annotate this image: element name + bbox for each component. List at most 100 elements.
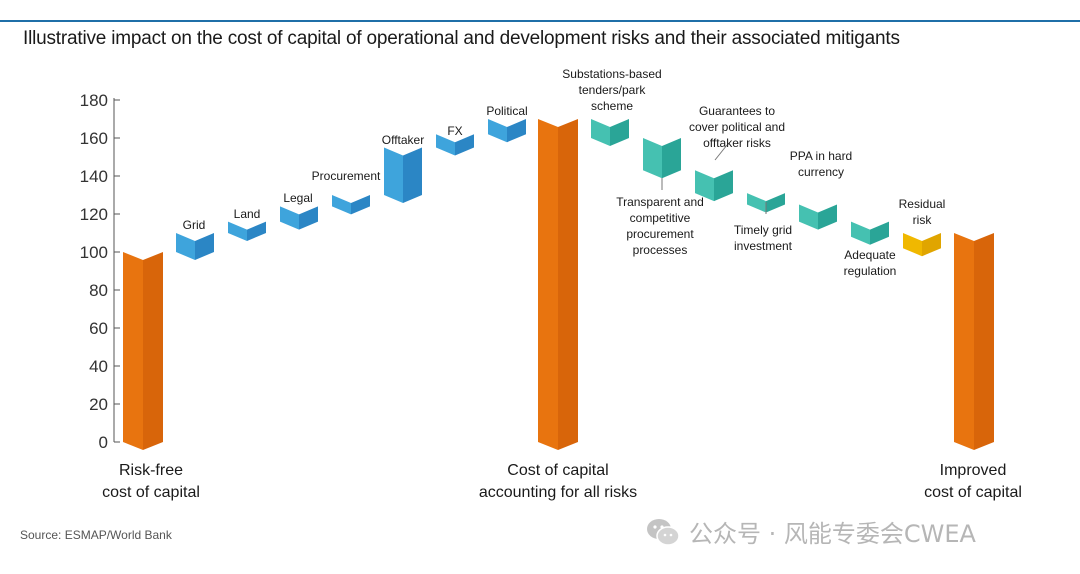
bar-risk-free — [123, 252, 163, 450]
chart-title: Illustrative impact on the cost of capit… — [23, 28, 900, 49]
bar-substations-based — [591, 119, 629, 146]
bar-label-line: Improved — [940, 462, 1007, 479]
bar-face-right — [247, 221, 266, 241]
bars-group — [123, 119, 994, 450]
bar-face-left — [695, 170, 714, 202]
bar-label-line: tenders/park — [579, 83, 647, 97]
bar-label-line: Cost of capital — [507, 462, 608, 479]
y-tick-label: 80 — [89, 281, 108, 300]
bar-label: Substations-based tenders/park scheme — [562, 67, 661, 113]
bar-face-right — [507, 119, 526, 143]
bar-label: Procurement — [312, 169, 381, 183]
bar-label-line: risk — [913, 213, 933, 227]
bar-label-line: Substations-based — [562, 67, 661, 81]
bar-face-left — [488, 119, 507, 143]
bar-improved — [954, 233, 994, 450]
watermark: 公众号 · 风能专委会CWEA — [645, 514, 976, 549]
bar-face-right — [974, 233, 994, 450]
bar-face-left — [799, 204, 818, 230]
source-note: Source: ESMAP/World Bank — [20, 528, 172, 542]
bar-face-left — [123, 252, 143, 450]
bar-label: Political — [486, 104, 527, 118]
bar-face-right — [922, 233, 941, 257]
bar-face-left — [591, 119, 610, 146]
bar-legal — [280, 206, 318, 230]
y-tick-label: 180 — [80, 91, 108, 110]
bar-adequate — [851, 221, 889, 245]
bar-label-line: cost of capital — [102, 484, 200, 501]
bar-label-line: offtaker risks — [703, 136, 771, 150]
bar-face-left — [903, 233, 922, 257]
bar-label: Guarantees to cover political and offtaker… — [689, 104, 785, 150]
bar-label: Transparent and competitive procurement pro… — [616, 195, 704, 257]
bar-label: Grid — [183, 218, 206, 232]
bar-label-line: Timely grid — [734, 223, 792, 237]
y-tick-label: 20 — [89, 395, 108, 414]
bar-residual — [903, 233, 941, 257]
bar-label: PPA in hard currency — [790, 149, 852, 179]
bar-label-line: competitive — [630, 211, 691, 225]
y-tick-label: 120 — [80, 205, 108, 224]
bar-label-line: Risk-free — [119, 462, 183, 479]
bar-label-line: accounting for all risks — [479, 484, 637, 501]
bar-face-right — [818, 204, 837, 230]
bar-label: Residual risk — [899, 197, 946, 227]
bar-label: Risk-free cost of capital — [102, 462, 200, 501]
bar-land — [228, 221, 266, 241]
y-tick-label: 0 — [99, 433, 108, 452]
bar-label: Cost of capital accounting for all risks — [479, 462, 637, 501]
bar-ppa-in-hard — [799, 204, 837, 230]
bar-face-left — [332, 195, 351, 215]
bar-face-right — [558, 119, 578, 450]
bar-face-left — [176, 233, 195, 260]
top-rule — [0, 20, 1080, 22]
bar-guarantees-to — [695, 170, 733, 202]
bar-face-left — [538, 119, 558, 450]
leader-line — [714, 144, 728, 161]
bar-face-right — [610, 119, 629, 146]
y-tick-label: 100 — [80, 243, 108, 262]
watermark-text: 公众号 · 风能专委会CWEA — [689, 520, 976, 548]
bar-offtaker — [384, 147, 422, 203]
bar-label: Land — [234, 207, 261, 221]
bar-face-left — [280, 206, 299, 230]
bar-face-left — [228, 221, 247, 241]
bar-face-left — [436, 134, 455, 156]
y-axis: 0 20 40 60 80 100 120 140 160 180 — [80, 91, 120, 452]
bar-label-line: Guarantees to — [699, 104, 775, 118]
bar-face-right — [351, 195, 370, 215]
y-tick-label: 160 — [80, 129, 108, 148]
bar-label-line: Procurement — [312, 169, 381, 183]
bar-face-right — [662, 138, 681, 179]
bar-face-left — [384, 147, 403, 203]
bar-face-right — [195, 233, 214, 260]
bar-face-right — [143, 252, 163, 450]
bar-label-line: Offtaker — [382, 133, 424, 147]
bar-label-line: Adequate — [844, 248, 896, 262]
bar-label-line: Residual — [899, 197, 946, 211]
wechat-icon — [647, 518, 680, 546]
bar-label: Offtaker — [382, 133, 424, 147]
bar-face-right — [455, 134, 474, 156]
bar-transparent-and — [643, 138, 681, 179]
bar-label: Timely grid investment — [734, 223, 793, 253]
bar-face-right — [299, 206, 318, 230]
bar-label-line: scheme — [591, 99, 633, 113]
bar-grid — [176, 233, 214, 260]
bar-label-line: investment — [734, 239, 793, 253]
bar-label: Adequate regulation — [844, 248, 897, 278]
bar-political — [488, 119, 526, 143]
y-tick-label: 40 — [89, 357, 108, 376]
bar-label-line: currency — [798, 165, 844, 179]
bar-face-left — [747, 193, 766, 213]
bar-face-right — [870, 221, 889, 245]
bar-face-left — [851, 221, 870, 245]
bar-label-line: cover political and — [689, 120, 785, 134]
bar-face-left — [643, 138, 662, 179]
bar-label-line: regulation — [844, 264, 897, 278]
bar-label-line: cost of capital — [924, 484, 1022, 501]
bar-label-line: procurement — [626, 227, 694, 241]
bar-procurement — [332, 195, 370, 215]
bar-label: Improved cost of capital — [924, 462, 1022, 501]
labels-group: Risk-free cost of capital Grid Land LegalPro… — [102, 67, 1022, 501]
